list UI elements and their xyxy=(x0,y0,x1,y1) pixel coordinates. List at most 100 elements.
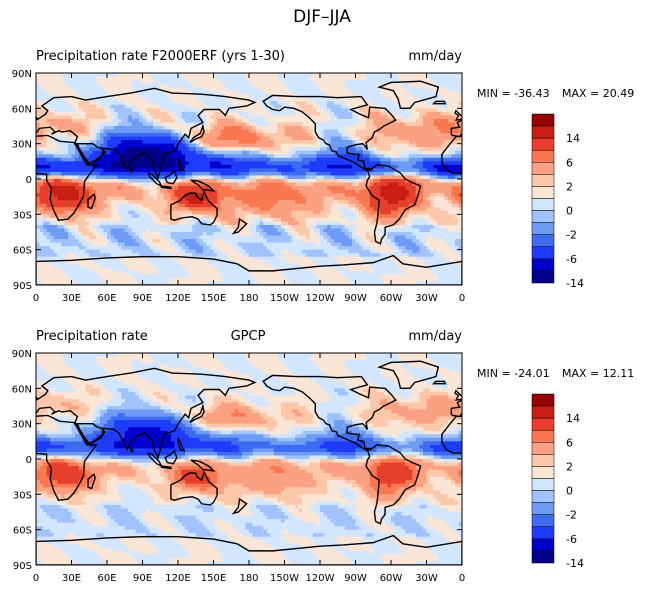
field-cell xyxy=(217,189,222,194)
field-cell xyxy=(192,186,197,191)
field-cell xyxy=(99,200,105,205)
field-cell xyxy=(437,196,442,201)
field-cell xyxy=(447,73,452,78)
field-cell xyxy=(85,189,90,194)
field-cell xyxy=(426,73,431,78)
field-cell xyxy=(405,161,410,166)
field-cell xyxy=(135,186,140,191)
field-cell xyxy=(96,168,101,173)
field-cell xyxy=(394,203,399,208)
field-cell xyxy=(227,126,232,131)
field-cell xyxy=(96,175,101,180)
field-cell xyxy=(437,87,442,92)
field-cell xyxy=(245,171,250,177)
field-cell xyxy=(422,129,428,134)
field-cell xyxy=(305,179,310,184)
field-cell xyxy=(270,136,275,141)
field-cell xyxy=(380,73,385,78)
field-cell xyxy=(92,154,97,159)
field-cell xyxy=(209,154,215,159)
field-cell xyxy=(263,203,268,208)
field-cell xyxy=(199,76,204,81)
field-cell xyxy=(128,154,133,159)
field-cell xyxy=(451,94,456,99)
field-cell xyxy=(270,73,275,78)
field-cell xyxy=(131,94,136,99)
field-cell xyxy=(351,200,357,205)
field-cell xyxy=(234,129,239,134)
field-cell xyxy=(330,196,335,201)
field-cell xyxy=(298,175,303,180)
field-cell xyxy=(188,203,193,208)
field-cell xyxy=(444,94,449,99)
field-cell xyxy=(60,122,65,127)
field-cell xyxy=(167,171,172,177)
field-cell xyxy=(362,122,367,127)
field-cell xyxy=(259,80,264,85)
field-cell xyxy=(359,214,364,219)
field-cell xyxy=(252,189,257,194)
field-cell xyxy=(259,108,264,113)
field-cell xyxy=(209,189,215,194)
field-cell xyxy=(437,193,442,198)
field-cell xyxy=(185,90,190,95)
field-cell xyxy=(302,122,307,127)
field-cell xyxy=(53,111,58,116)
field-cell xyxy=(185,171,190,177)
field-cell xyxy=(337,76,342,81)
field-cell xyxy=(82,164,87,169)
field-cell xyxy=(71,217,76,222)
field-cell xyxy=(64,90,69,95)
field-cell xyxy=(57,104,62,109)
field-cell xyxy=(320,101,325,106)
field-cell xyxy=(430,171,435,177)
field-cell xyxy=(99,122,105,127)
field-cell xyxy=(217,143,222,148)
field-cell xyxy=(96,154,101,159)
field-cell xyxy=(149,175,154,180)
field-cell xyxy=(85,168,90,173)
field-cell xyxy=(89,214,94,219)
field-cell xyxy=(238,193,243,198)
field-cell xyxy=(153,73,158,78)
field-cell xyxy=(380,210,385,215)
field-cell xyxy=(181,87,186,92)
field-cell xyxy=(302,108,307,113)
field-cell xyxy=(383,207,389,212)
field-cell xyxy=(422,90,428,95)
field-cell xyxy=(103,90,108,95)
field-cell xyxy=(67,97,73,102)
field-cell xyxy=(181,207,186,212)
field-cell xyxy=(270,150,275,155)
field-cell xyxy=(117,97,122,102)
field-cell xyxy=(337,157,342,162)
field-cell xyxy=(362,186,367,191)
field-cell xyxy=(103,168,108,173)
field-cell xyxy=(312,203,318,208)
field-cell xyxy=(142,122,147,127)
field-cell xyxy=(92,207,97,212)
field-cell xyxy=(419,133,424,138)
field-cell xyxy=(355,182,360,187)
field-cell xyxy=(430,150,435,155)
field-cell xyxy=(305,90,310,95)
field-cell xyxy=(206,193,211,198)
field-cell xyxy=(128,101,133,106)
field-cell xyxy=(163,111,168,116)
field-cell xyxy=(238,133,243,138)
field-cell xyxy=(391,203,396,208)
field-cell xyxy=(114,207,119,212)
field-cell xyxy=(114,175,119,180)
field-cell xyxy=(114,200,119,205)
field-cell xyxy=(224,143,229,148)
field-cell xyxy=(273,104,278,109)
field-cell xyxy=(124,140,129,145)
field-cell xyxy=(440,182,445,187)
field-cell xyxy=(302,189,307,194)
field-cell xyxy=(288,179,293,184)
field-cell xyxy=(451,97,456,102)
field-cell xyxy=(71,83,76,88)
field-cell xyxy=(320,157,325,162)
field-cell xyxy=(89,118,94,124)
field-cell xyxy=(245,157,250,162)
